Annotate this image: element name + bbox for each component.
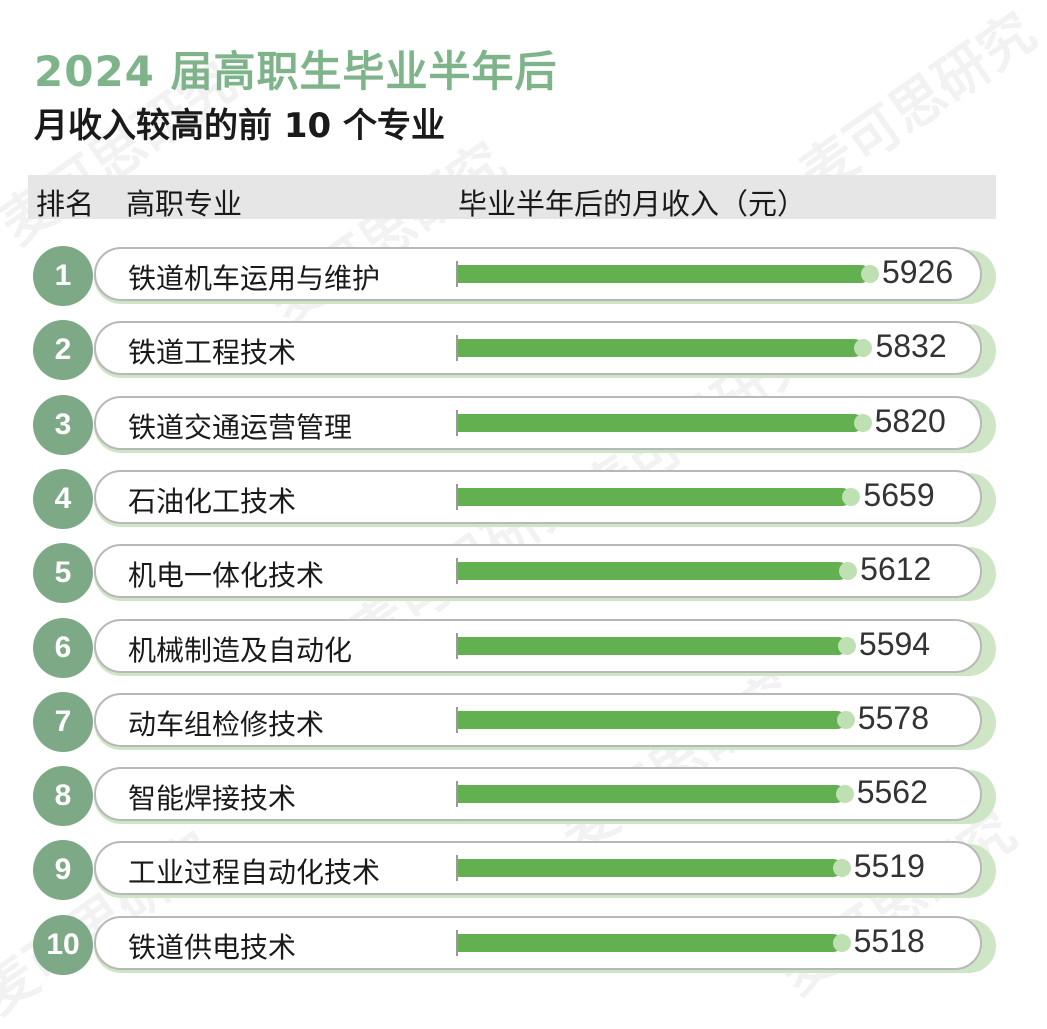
rank-badge: 5 bbox=[33, 543, 93, 604]
data-label: 5594 bbox=[858, 625, 931, 662]
chart-row: 2 铁道工程技术 5832 bbox=[0, 320, 1047, 381]
chart-subtitle: 月收入较高的前 10 个专业 bbox=[34, 106, 445, 146]
chart-row: 4 石油化工技术 5659 bbox=[0, 468, 1047, 530]
bar bbox=[458, 562, 849, 581]
bar bbox=[458, 933, 842, 952]
category-label: 铁道交通运营管理 bbox=[128, 410, 353, 444]
category-label: 机电一体化技术 bbox=[128, 559, 325, 593]
data-label: 5519 bbox=[853, 848, 925, 885]
rank-badge: 6 bbox=[33, 617, 93, 678]
data-label: 5562 bbox=[856, 774, 928, 811]
category-label: 铁道机车运用与维护 bbox=[128, 262, 381, 295]
bar bbox=[458, 859, 842, 878]
bar bbox=[458, 413, 863, 432]
bar-end-dot bbox=[861, 265, 879, 283]
chart-row: 1 铁道机车运用与维护 5926 bbox=[0, 246, 1047, 307]
bar-baseline bbox=[456, 706, 458, 733]
header-rank: 排名 bbox=[36, 187, 95, 221]
chart-row: 9 工业过程自动化技术 5519 bbox=[0, 840, 1047, 901]
chart-row: 8 智能焊接技术 5562 bbox=[0, 766, 1047, 827]
bar-end-dot bbox=[853, 413, 872, 432]
bar bbox=[458, 785, 845, 804]
chart-title: 2024 届高职生毕业半年后 bbox=[34, 47, 558, 96]
header-major: 高职专业 bbox=[126, 187, 243, 221]
bar-end-dot bbox=[836, 710, 855, 729]
bar-end-dot bbox=[837, 636, 856, 655]
rank-badge: 8 bbox=[33, 766, 93, 827]
rank-badge: 3 bbox=[33, 394, 93, 455]
bar-baseline bbox=[456, 632, 458, 659]
bar-baseline bbox=[456, 261, 458, 287]
rank-badge: 1 bbox=[33, 246, 93, 306]
bar-baseline bbox=[456, 855, 458, 882]
category-label: 动车组检修技术 bbox=[128, 707, 325, 741]
category-label: 铁道工程技术 bbox=[128, 336, 297, 370]
category-label: 石油化工技术 bbox=[128, 484, 297, 518]
ranking-rows: 1 铁道机车运用与维护 5926 2 铁道工程技术 5832 3 铁道交通运营管理 5820 4 石… bbox=[0, 246, 1047, 976]
rank-badge: 2 bbox=[33, 320, 93, 381]
chart-row: 3 铁道交通运营管理 5820 bbox=[0, 394, 1047, 456]
bar-end-dot bbox=[839, 562, 858, 581]
category-label: 工业过程自动化技术 bbox=[128, 856, 381, 890]
bar-baseline bbox=[456, 781, 458, 808]
bar-end-dot bbox=[842, 487, 861, 506]
data-label: 5518 bbox=[853, 922, 925, 959]
bar-baseline bbox=[456, 409, 458, 436]
data-label: 5820 bbox=[874, 402, 946, 439]
data-label: 5659 bbox=[863, 476, 935, 513]
bar bbox=[458, 265, 870, 283]
header-income: 毕业半年后的月收入（元） bbox=[458, 187, 807, 221]
bar bbox=[458, 339, 864, 358]
bar bbox=[458, 710, 846, 729]
table-header bbox=[28, 175, 996, 219]
rank-badge: 4 bbox=[33, 468, 93, 529]
data-label: 5832 bbox=[875, 328, 947, 365]
data-label: 5926 bbox=[882, 254, 954, 290]
chart-row: 7 动车组检修技术 5578 bbox=[0, 691, 1047, 753]
chart-row: 10 铁道供电技术 5518 bbox=[0, 914, 1047, 976]
bar bbox=[458, 636, 847, 655]
bar-end-dot bbox=[835, 785, 854, 804]
rank-badge: 9 bbox=[33, 840, 93, 901]
chart-row: 5 机电一体化技术 5612 bbox=[0, 543, 1047, 604]
bar-baseline bbox=[456, 929, 458, 956]
rank-badge: 10 bbox=[33, 914, 93, 975]
chart-row: 6 机械制造及自动化 5594 bbox=[0, 617, 1047, 679]
category-label: 智能焊接技术 bbox=[128, 782, 297, 816]
bar-baseline bbox=[456, 558, 458, 585]
bar-baseline bbox=[456, 483, 458, 510]
bar-baseline bbox=[456, 335, 458, 362]
rank-badge: 7 bbox=[33, 691, 93, 752]
data-label: 5612 bbox=[860, 551, 932, 588]
bar-end-dot bbox=[854, 339, 873, 358]
category-label: 铁道供电技术 bbox=[128, 930, 297, 964]
data-label: 5578 bbox=[857, 699, 929, 736]
bar-end-dot bbox=[832, 933, 851, 952]
bar-end-dot bbox=[832, 859, 851, 878]
category-label: 机械制造及自动化 bbox=[128, 633, 353, 667]
bar bbox=[458, 487, 852, 506]
